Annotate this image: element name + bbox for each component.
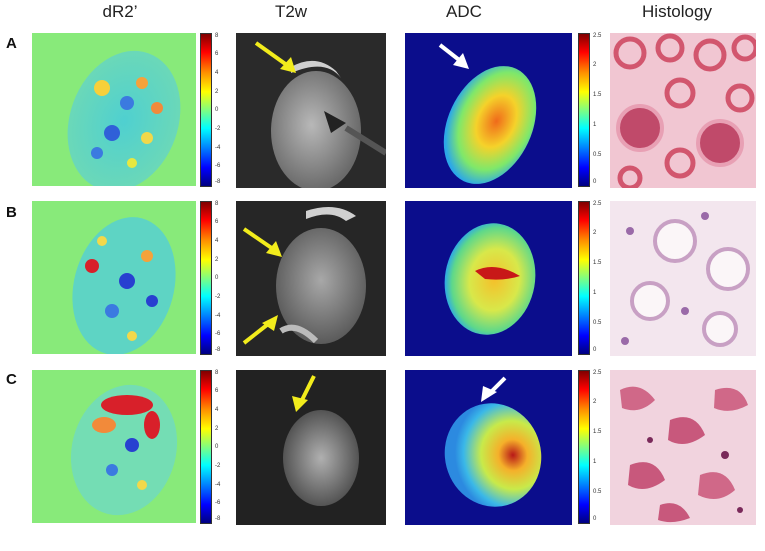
dr2-map-c [32,370,196,523]
histology-image-a [610,33,756,188]
histology-image-c [610,370,756,525]
row-label-c: C [6,371,17,388]
col-title-histology: Histology [642,2,712,21]
adc-map-c [405,370,572,525]
dr2-colorbar-b [200,201,212,355]
adc-colorbar-c [578,370,590,524]
t2w-image-a [236,33,386,188]
dr2-colorbar-a [200,33,212,187]
dr2-map-a [32,33,196,186]
adc-colorbar-a [578,33,590,187]
dr2-map-b [32,201,196,354]
t2w-image-c [236,370,386,525]
adc-colorbar-b [578,201,590,355]
t2w-image-b [236,201,386,356]
col-title-t2w: T2w [274,2,308,21]
col-title-adc: ADC [446,2,482,21]
histology-image-b [610,201,756,356]
adc-map-a [405,33,572,188]
dr2-colorbar-c [200,370,212,524]
row-label-b: B [6,204,17,221]
col-title-dr2: dR2’ [102,2,138,21]
adc-map-b [405,201,572,356]
row-label-a: A [6,35,17,52]
